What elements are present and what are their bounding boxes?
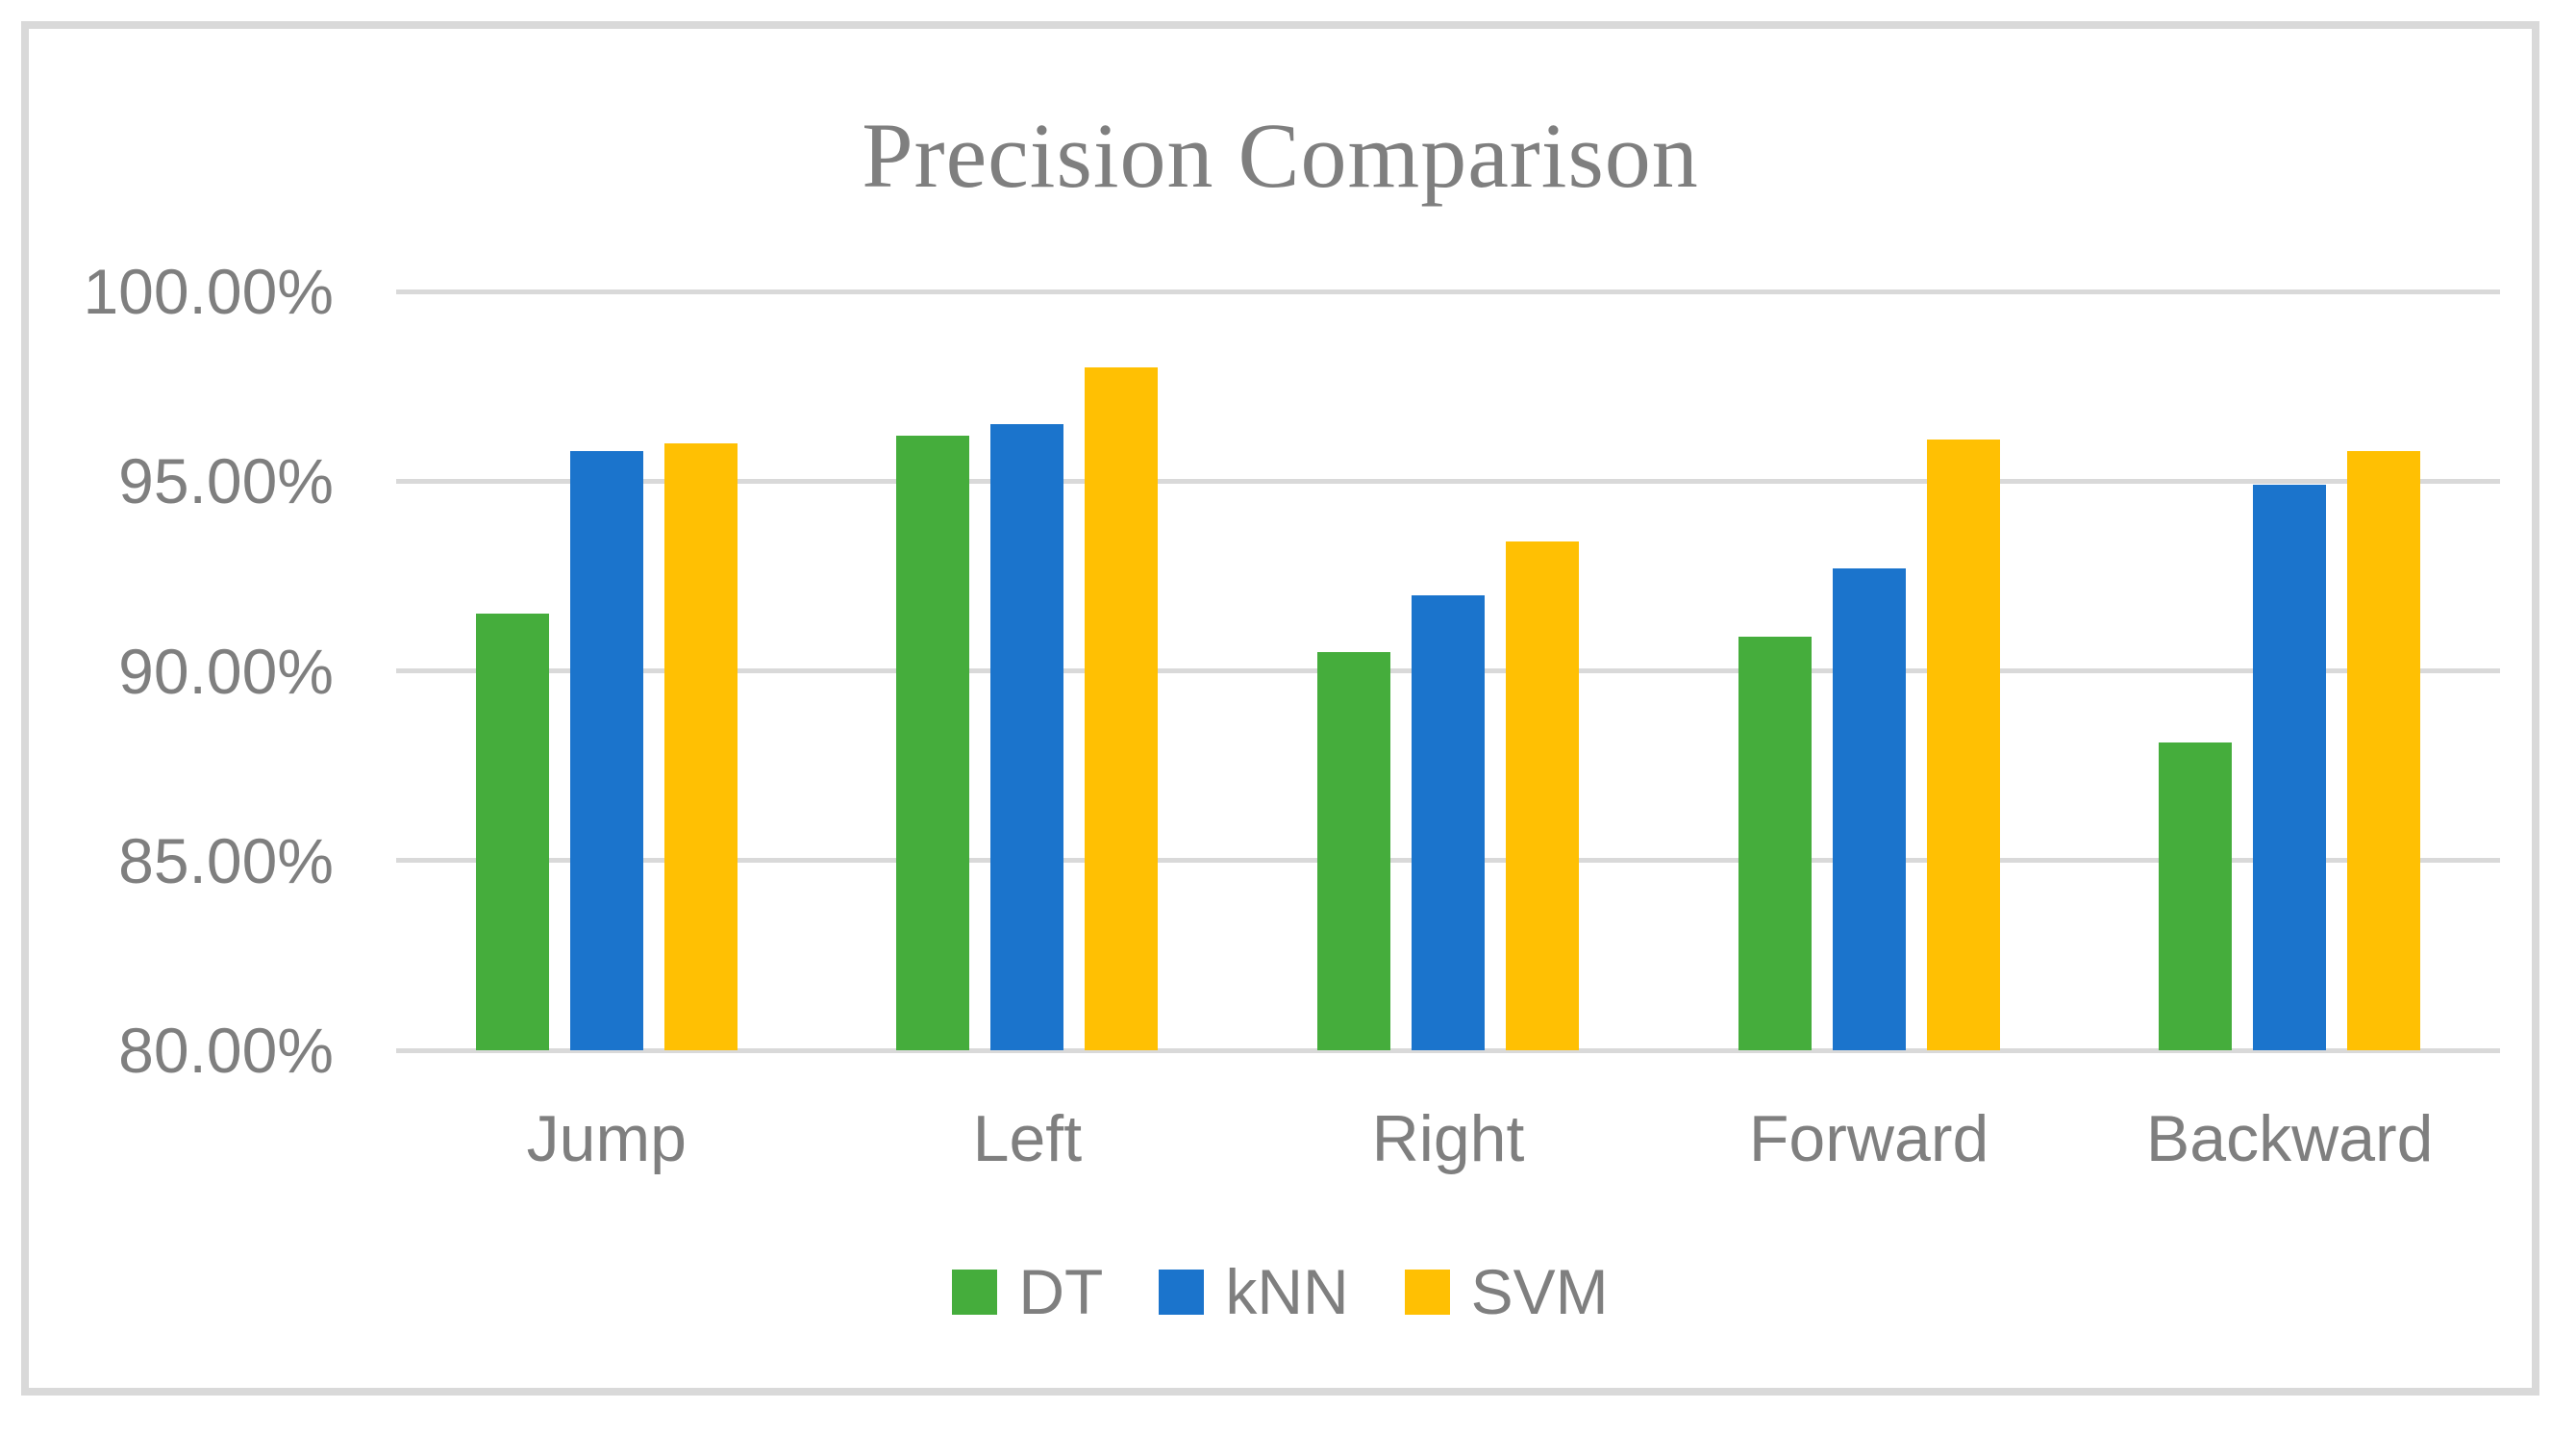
legend-item-knn: kNN: [1159, 1255, 1349, 1328]
plot-area: 100.00% 95.00% 90.00% 85.00% 80.00% Jump Left R…: [29, 29, 2532, 1388]
legend-label-dt: DT: [1018, 1256, 1104, 1327]
bar-knn-forward: [1832, 567, 1906, 1050]
legend-swatch-knn: [1159, 1269, 1205, 1315]
gridline-95-00-: [396, 478, 2500, 484]
bar-svm-forward: [1926, 439, 2000, 1050]
bar-dt-backward: [2159, 742, 2233, 1050]
legend-label-svm: SVM: [1470, 1256, 1609, 1327]
bar-knn-jump: [569, 450, 643, 1050]
legend-swatch-svm: [1404, 1269, 1450, 1315]
legend-item-dt: DT: [952, 1255, 1103, 1328]
x-axis-label-forward: Forward: [1748, 1102, 1989, 1175]
y-axis-tick-label-80-00-: 80.00%: [118, 1015, 334, 1086]
bar-svm-jump: [663, 442, 738, 1050]
bar-svm-backward: [2347, 450, 2421, 1050]
x-axis-label-backward: Backward: [2145, 1102, 2434, 1175]
chart-frame: Precision Comparison 100.00% 95.00% 90.00%…: [21, 21, 2539, 1396]
y-axis-tick-label-85-00-: 85.00%: [118, 824, 334, 896]
bar-knn-left: [990, 424, 1064, 1050]
legend-item-svm: SVM: [1404, 1255, 1609, 1328]
bar-knn-backward: [2253, 485, 2327, 1050]
gridline-80-00-: [396, 1047, 2500, 1053]
x-axis-label-right: Right: [1371, 1102, 1525, 1175]
y-axis-tick-label-90-00-: 90.00%: [118, 635, 334, 707]
legend: DT kNN SVM: [29, 1253, 2532, 1330]
legend-swatch-dt: [952, 1269, 998, 1315]
bar-dt-forward: [1738, 636, 1812, 1050]
y-axis-tick-label-95-00-: 95.00%: [118, 445, 334, 517]
bar-dt-jump: [475, 614, 549, 1050]
x-axis-label-jump: Jump: [526, 1102, 687, 1175]
bar-svm-right: [1506, 541, 1579, 1050]
bar-dt-right: [1317, 651, 1390, 1050]
legend-label-knn: kNN: [1225, 1256, 1349, 1327]
bar-dt-left: [896, 435, 970, 1050]
bar-knn-right: [1412, 594, 1485, 1050]
chart-title: Precision Comparison: [862, 104, 1699, 207]
y-axis-tick-label-100-00-: 100.00%: [83, 256, 334, 327]
bar-svm-left: [1085, 366, 1159, 1050]
gridline-100-00-: [396, 289, 2500, 294]
x-axis-label-left: Left: [972, 1102, 1083, 1175]
